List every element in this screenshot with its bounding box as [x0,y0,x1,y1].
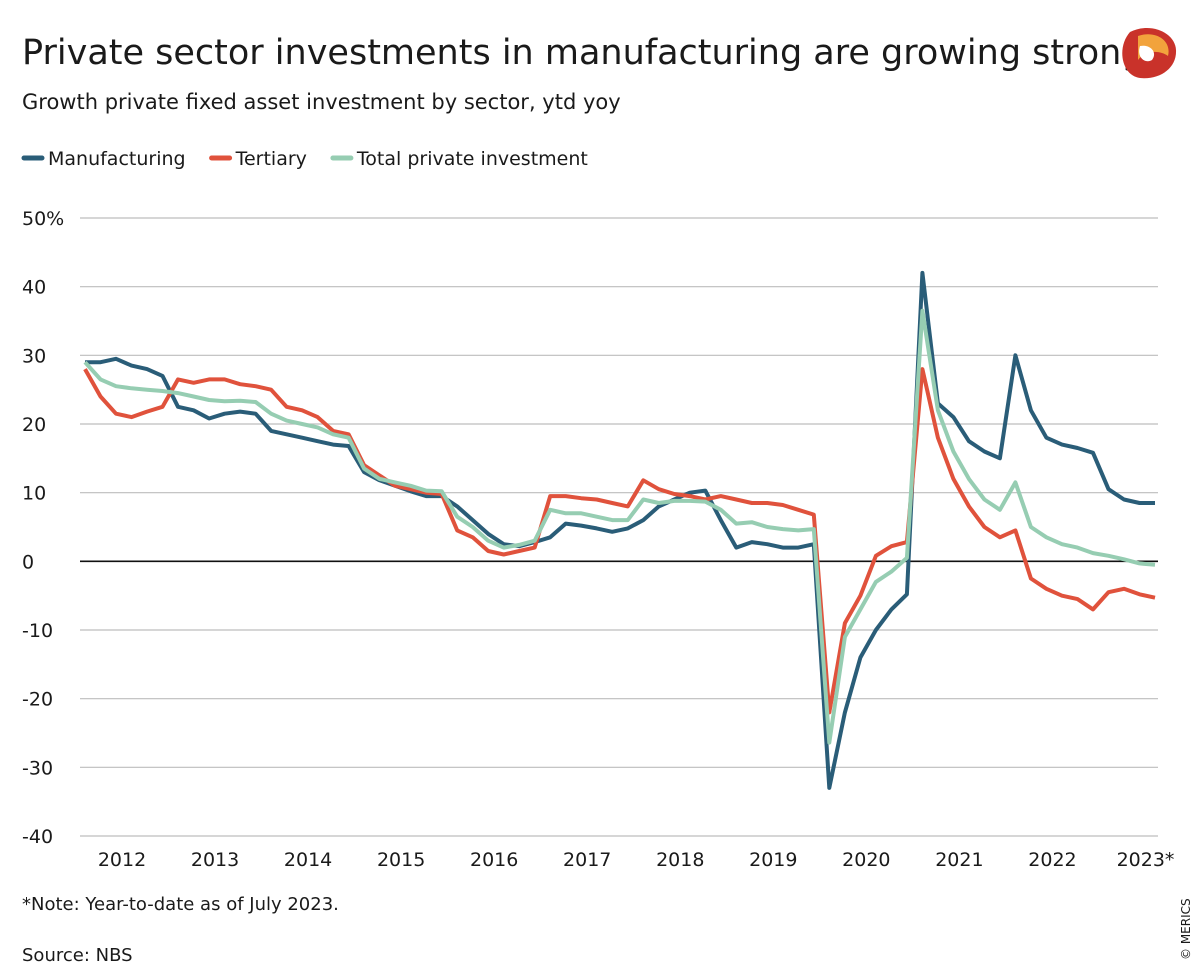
legend-label: Total private investment [356,148,588,170]
x-tick-label: 2020 [842,849,890,871]
source: Source: NBS [22,945,133,966]
x-tick-label: 2013 [191,849,239,871]
chart-subtitle: Growth private fixed asset investment by… [22,90,621,114]
x-tick-label: 2015 [377,849,425,871]
y-tick-label: 30 [22,345,46,367]
x-tick-label: 2018 [656,849,704,871]
y-tick-label: -10 [22,620,53,642]
logo-shape [1139,45,1155,62]
note: *Note: Year-to-date as of July 2023. [22,894,339,915]
y-tick-label: 50% [22,208,64,230]
y-tick-label: 40 [22,277,46,299]
series-line [85,270,1155,790]
y-tick-label: -40 [22,826,53,848]
legend: Manufacturing Tertiary Total private inves… [21,148,588,170]
series-line [83,367,1156,715]
x-tick-label: 2016 [470,849,518,871]
chart-title: Private sector investments in manufactur… [22,33,1144,73]
x-tick-label: 2022 [1028,849,1076,871]
y-tick-label: 0 [22,551,34,573]
credit: © MERICS [1179,898,1193,960]
y-tick-label: -20 [22,689,53,711]
logo [1122,28,1177,79]
y-tick-label: 20 [22,414,46,436]
x-tick-label: 2017 [563,849,611,871]
x-tick-label: 2021 [935,849,983,871]
legend-label: Tertiary [235,148,307,170]
x-tick-label: 2012 [98,849,146,871]
y-tick-label: -30 [22,757,53,779]
x-tick-label: 2014 [284,849,332,871]
legend-label: Manufacturing [48,148,186,170]
x-tick-label: 2023* [1117,849,1175,871]
x-tick-label: 2019 [749,849,797,871]
y-tick-label: 10 [22,483,46,505]
series-line [83,308,1156,745]
